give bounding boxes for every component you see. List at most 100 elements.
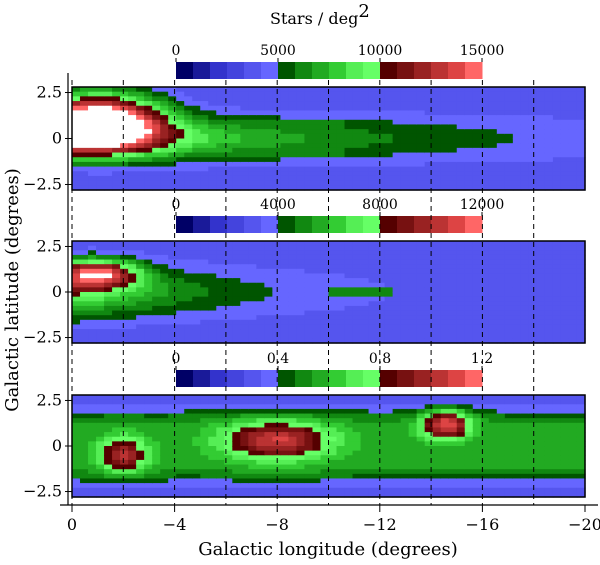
heatmap-cell (328, 101, 338, 107)
heatmap-cell (520, 124, 530, 130)
heatmap-cell (520, 91, 530, 97)
heatmap-cell (472, 324, 482, 330)
heatmap-cell (384, 138, 394, 144)
heatmap-cell (424, 315, 434, 321)
heatmap-cell (288, 492, 298, 498)
heatmap-cell (232, 147, 241, 154)
heatmap-cell (560, 278, 570, 284)
heatmap-cell (504, 157, 514, 163)
heatmap-cell (392, 408, 402, 415)
heatmap-cell (256, 427, 265, 433)
heatmap-cell (480, 418, 490, 424)
heatmap-cell (552, 110, 562, 116)
heatmap-cell (408, 324, 418, 330)
heatmap-cell (192, 161, 201, 168)
heatmap-cell (456, 157, 466, 163)
heatmap-cell (72, 301, 81, 307)
heatmap-cell (336, 115, 346, 121)
heatmap-cell (304, 133, 314, 140)
heatmap-cell (552, 124, 562, 130)
heatmap-cell (328, 305, 338, 312)
heatmap-cell (224, 333, 233, 339)
heatmap-cell (544, 278, 554, 284)
colorbar-3: 0 0.4 0.8 1.2 (172, 351, 493, 387)
heatmap-cell (304, 395, 314, 401)
heatmap-cell (160, 432, 169, 438)
heatmap-cell (360, 273, 370, 279)
heatmap-cell (392, 310, 402, 316)
heatmap-cell (136, 315, 145, 321)
heatmap-cell (344, 171, 354, 177)
heatmap-cell (536, 152, 546, 158)
heatmap-cell (232, 273, 241, 279)
heatmap-cell (232, 138, 241, 144)
heatmap-cell (496, 487, 506, 493)
heatmap-cell (320, 487, 330, 493)
heatmap-cell (104, 399, 113, 405)
heatmap-cell (488, 315, 498, 321)
heatmap-cell (320, 478, 330, 484)
heatmap-cell (544, 273, 554, 279)
heatmap-cell (288, 105, 298, 112)
heatmap-cell (184, 138, 193, 144)
heatmap-cell (88, 292, 97, 298)
heatmap-cell (560, 492, 570, 498)
heatmap-cell (432, 180, 442, 186)
heatmap-cell (536, 115, 546, 121)
heatmap-cell (504, 478, 514, 484)
heatmap-cell (464, 292, 474, 298)
heatmap-cell (296, 138, 306, 144)
heatmap-cell (344, 282, 354, 288)
heatmap-cell (240, 324, 249, 330)
heatmap-cell (560, 166, 570, 172)
heatmap-cell (568, 129, 578, 135)
heatmap-cell (72, 399, 81, 405)
heatmap-cell (488, 329, 498, 335)
heatmap-cell (336, 185, 346, 191)
heatmap-cell (200, 147, 209, 154)
heatmap-cell (288, 180, 298, 186)
heatmap-cell (488, 278, 498, 284)
heatmap-cell (528, 175, 538, 182)
heatmap-cell (520, 469, 530, 475)
heatmap-cell (512, 129, 522, 135)
heatmap-cell (536, 157, 546, 163)
heatmap-cell (280, 105, 290, 112)
heatmap-cell (104, 259, 113, 265)
heatmap-cell (432, 268, 442, 275)
heatmap-cell (480, 450, 490, 456)
heatmap-cell (248, 147, 257, 154)
heatmap-cell (208, 96, 217, 102)
heatmap-cell (576, 404, 586, 410)
heatmap-cell (128, 147, 137, 154)
heatmap-cell (440, 282, 450, 288)
heatmap-cell (96, 287, 105, 293)
heatmap-cell (456, 138, 466, 144)
heatmap-cell (256, 273, 265, 279)
heatmap-cell (272, 408, 282, 415)
heatmap-cell (128, 96, 137, 102)
heatmap-cell (256, 464, 265, 470)
heatmap-cell (488, 143, 498, 149)
heatmap-cell (128, 333, 137, 339)
heatmap-cell (192, 483, 201, 489)
heatmap-cell (304, 310, 314, 316)
heatmap-cell (248, 422, 257, 429)
heatmap-cell (184, 422, 193, 429)
heatmap-cell (456, 143, 466, 149)
heatmap-cell (80, 278, 89, 284)
heatmap-cell (72, 329, 81, 335)
heatmap-cell (352, 413, 362, 419)
heatmap-cell (128, 408, 137, 415)
heatmap-cell (232, 166, 241, 172)
heatmap-cell (472, 119, 482, 126)
heatmap-cell (264, 305, 273, 312)
heatmap-cell (488, 119, 498, 126)
heatmap-cell (320, 91, 330, 97)
heatmap-cell (72, 296, 81, 302)
heatmap-cell (328, 324, 338, 330)
heatmap-cell (352, 110, 362, 116)
heatmap-cell (352, 138, 362, 144)
heatmap-cell (368, 408, 378, 415)
heatmap-cell (80, 133, 89, 140)
